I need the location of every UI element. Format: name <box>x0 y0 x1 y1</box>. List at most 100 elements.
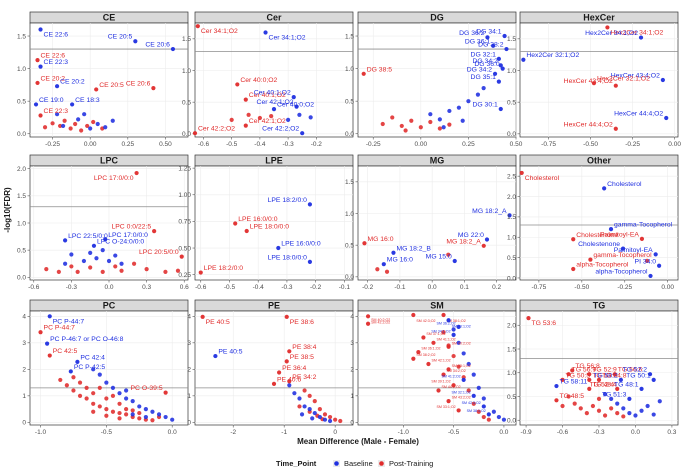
data-point <box>466 99 471 104</box>
data-point <box>88 250 93 255</box>
labeled-point <box>639 386 644 391</box>
data-point <box>71 388 76 393</box>
labeled-point <box>152 229 157 234</box>
labeled-point <box>300 131 305 136</box>
y-tick-label: 1 <box>350 393 354 400</box>
y-tick-label: 0.5 <box>507 99 516 106</box>
point-label: SM 41:2;O2 <box>441 374 460 378</box>
x-tick-label: 0.1 <box>460 284 469 291</box>
x-tick-label: -0.50 <box>583 141 598 148</box>
data-point <box>156 412 162 417</box>
data-point <box>64 383 69 388</box>
point-label: SM 38:2;O2 <box>416 353 435 357</box>
data-point <box>399 123 404 129</box>
panel-lpc: LPC -0.6 -0.3 0.0 0.3 0.6 0.0 0.5 1.0 1.5 2.0 LPC 1… <box>17 154 189 291</box>
y-tick-label: 0 <box>22 420 26 427</box>
point-label: Cer 42:1;O2 <box>257 99 294 106</box>
x-tick-label: -0.3 <box>283 141 295 148</box>
point-label: DG 38:2 <box>478 42 504 49</box>
data-point <box>609 406 614 411</box>
data-point <box>113 253 118 258</box>
data-point <box>486 417 491 422</box>
labeled-point <box>276 370 282 375</box>
labeled-point <box>639 236 645 241</box>
data-point <box>124 412 129 417</box>
point-label: PC P-46:7 or PC O-46:8 <box>50 336 124 343</box>
y-tick-label: 1 <box>22 393 26 400</box>
point-label: CE 22:3 <box>44 108 69 115</box>
legend: Time_Point Baseline Post-Training <box>276 459 433 468</box>
data-point <box>94 256 99 261</box>
x-tick-label: 0.0 <box>428 284 437 291</box>
labeled-point <box>571 266 576 272</box>
point-label: MG 15:0 <box>426 254 452 261</box>
x-tick-label: -0.9 <box>520 429 532 436</box>
point-label: TG 56:6 <box>618 367 643 374</box>
x-tick-label: -0.6 <box>195 284 207 291</box>
x-tick-label: -0.2 <box>362 284 374 291</box>
data-point <box>97 385 102 390</box>
panel-title: SM <box>430 300 444 310</box>
data-point <box>428 112 433 117</box>
point-label: LPE 16:0/0:0 <box>238 216 278 223</box>
y-tick-label: 1.0 <box>507 370 516 377</box>
data-point <box>491 409 496 414</box>
legend-marker-baseline <box>334 461 339 466</box>
data-point <box>81 258 87 264</box>
point-label: HexCer 43:4;O2 <box>564 78 613 85</box>
data-point <box>73 121 78 127</box>
data-point <box>566 394 571 399</box>
point-label: TG 51:3 <box>602 391 627 398</box>
legend-marker-post-training <box>379 461 384 466</box>
data-point <box>375 267 380 272</box>
data-point <box>639 408 644 413</box>
point-label: SM 42:3;O2 <box>462 401 481 405</box>
y-tick-label: 2.0 <box>507 194 516 201</box>
point-label: CE 22:6 <box>44 32 69 39</box>
y-tick-label: 4 <box>22 314 26 321</box>
y-tick-label: 1.5 <box>17 193 26 200</box>
labeled-point <box>38 64 43 69</box>
labeled-point <box>421 335 426 340</box>
plot-area <box>357 310 517 426</box>
labeled-point <box>502 33 507 39</box>
plot-area <box>194 310 354 426</box>
data-point <box>110 385 116 390</box>
data-point <box>110 393 116 398</box>
labeled-point <box>307 259 313 264</box>
point-label: DG 36:1 <box>465 38 491 45</box>
panel-pe: PE -2 -1 0 0 1 2 3 4 PE 40:5 PE 38:6 PE 40:5 PE 38:4… <box>187 299 354 436</box>
y-tick-label: 0.0 <box>17 275 26 282</box>
point-label: TG 52:9 <box>592 367 617 374</box>
data-point <box>501 417 507 422</box>
data-point <box>130 399 135 404</box>
data-point <box>88 126 93 131</box>
point-label: Cholesterol <box>607 181 642 188</box>
x-tick-label: -1.0 <box>35 429 47 436</box>
point-label: DG 36:0 <box>474 61 500 68</box>
x-tick-label: 0.2 <box>492 284 501 291</box>
labeled-point <box>179 254 184 259</box>
legend-title: Time_Point <box>276 459 317 468</box>
labeled-point <box>45 341 50 346</box>
data-point <box>71 375 76 380</box>
point-label: TG 50:2 <box>593 372 618 379</box>
data-point <box>117 391 122 396</box>
labeled-point <box>287 379 292 384</box>
data-point <box>447 108 452 114</box>
data-point <box>97 404 102 409</box>
data-point <box>58 377 63 383</box>
data-point <box>124 388 129 393</box>
data-point <box>496 414 501 420</box>
data-point <box>104 406 109 412</box>
labeled-point <box>271 107 277 112</box>
point-label: TG 52:2 <box>622 367 647 374</box>
labeled-point <box>605 25 610 30</box>
data-point <box>644 258 650 263</box>
data-point <box>68 126 73 131</box>
point-label: SM 32:1;O2 <box>452 390 471 394</box>
labeled-point <box>35 80 40 86</box>
y-tick-label: 4 <box>350 314 354 321</box>
labeled-point <box>451 332 456 337</box>
